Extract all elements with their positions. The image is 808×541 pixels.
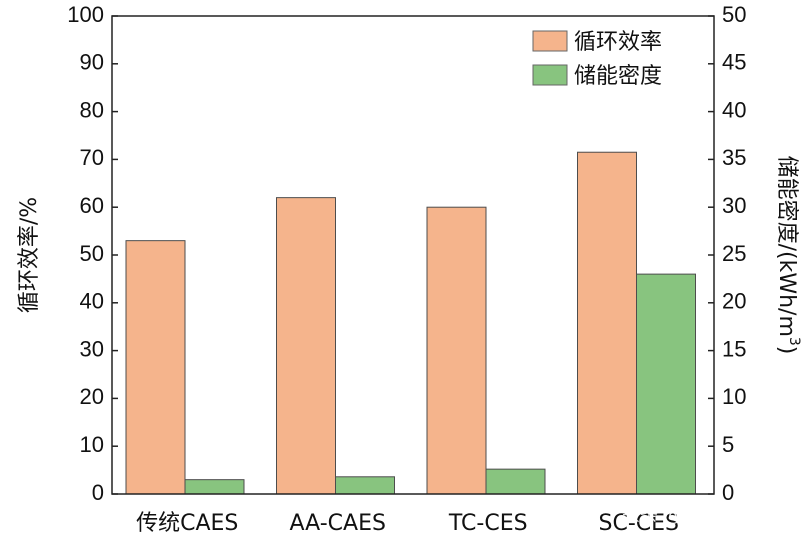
- bar-density-1: [335, 476, 395, 495]
- right-tick-label: 10: [722, 384, 746, 409]
- right-tick-label: 50: [722, 2, 746, 27]
- legend: 循环效率 储能密度: [532, 30, 662, 89]
- watermark: 头条 @阿尔法公社: [622, 505, 772, 526]
- left-tick-label: 0: [92, 480, 104, 505]
- right-axis-title-sup: 3: [786, 337, 802, 346]
- left-tick-label: 20: [80, 384, 104, 409]
- category-label: AA-CAES: [290, 511, 386, 536]
- left-tick-label: 50: [80, 241, 104, 266]
- right-tick-label: 20: [722, 289, 746, 314]
- left-tick-label: 100: [67, 2, 104, 27]
- bar-efficiency-3: [577, 151, 637, 495]
- right-axis: 0 5 10 15 20 25 30 35 40 45 50: [708, 2, 746, 505]
- legend-label-efficiency: 循环效率: [574, 30, 662, 55]
- right-axis-title-close: ): [774, 346, 799, 355]
- bar-density-0: [184, 479, 245, 495]
- legend-swatch-density: [532, 64, 568, 86]
- right-tick-label: 35: [722, 145, 746, 170]
- right-tick-label: 30: [722, 193, 746, 218]
- bar-density-2: [485, 468, 546, 495]
- bar-efficiency-0: [125, 240, 186, 495]
- category-label: 传统CAES: [136, 511, 238, 536]
- left-tick-label: 30: [80, 336, 104, 361]
- right-axis-title: 储能密度/(kWh/m3): [774, 156, 802, 355]
- bar-density-3: [636, 273, 696, 495]
- bars-layer: [125, 151, 696, 495]
- left-tick-label: 90: [80, 50, 104, 75]
- right-tick-label: 40: [722, 97, 746, 122]
- category-label: TC-CES: [448, 511, 528, 536]
- right-tick-label: 25: [722, 241, 746, 266]
- right-tick-label: 5: [722, 432, 734, 457]
- right-tick-label: 15: [722, 336, 746, 361]
- left-tick-label: 80: [80, 97, 104, 122]
- right-axis-title-main: 储能密度/(kWh/m: [774, 156, 799, 337]
- bar-efficiency-2: [426, 206, 487, 495]
- legend-label-density: 储能密度: [574, 64, 662, 89]
- right-tick-label: 0: [722, 480, 734, 505]
- bar-efficiency-1: [276, 197, 336, 495]
- left-tick-label: 40: [80, 289, 104, 314]
- left-axis-title: 循环效率/%: [17, 197, 42, 313]
- legend-swatch-efficiency: [532, 30, 568, 52]
- left-tick-label: 60: [80, 193, 104, 218]
- left-axis: 0 10 20 30 40 50 60 70 80 90 100: [67, 2, 118, 505]
- category-label: SC-CES: [599, 511, 680, 536]
- left-tick-label: 70: [80, 145, 104, 170]
- right-tick-label: 45: [722, 50, 746, 75]
- left-tick-label: 10: [80, 432, 104, 457]
- x-axis: 传统CAES AA-CAES TC-CES SC-CES: [136, 511, 679, 536]
